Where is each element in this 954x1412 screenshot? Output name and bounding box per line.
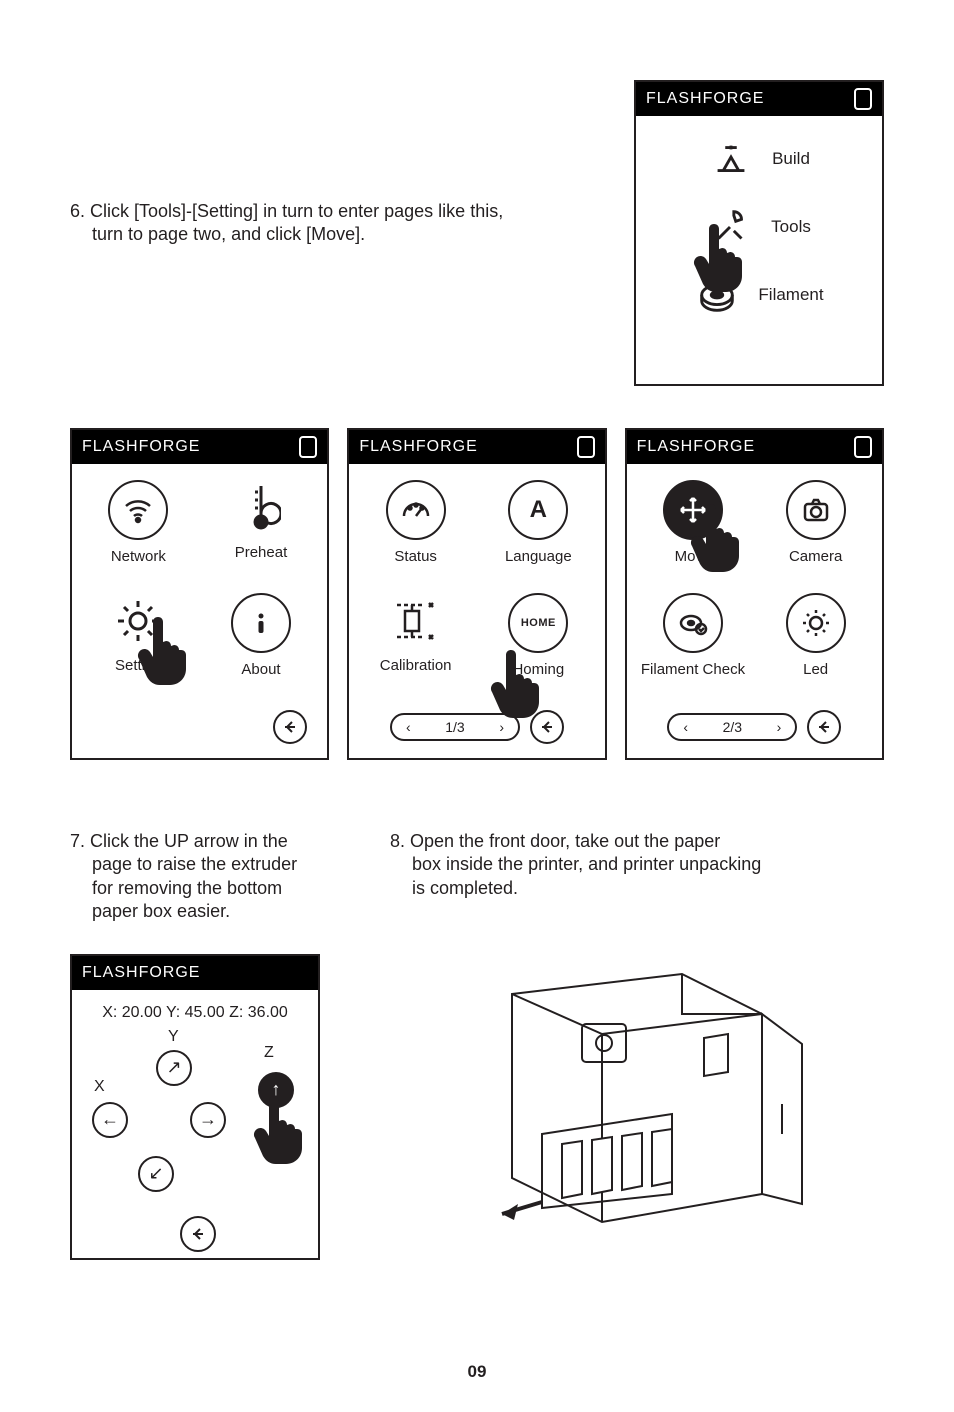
page-indicator[interactable]: ‹ 1/3 › [390, 713, 520, 741]
panel-settings-1: FLASHFORGE Status A Language [347, 428, 606, 760]
printer-illustration [380, 954, 884, 1234]
tools-network[interactable]: Network [108, 480, 168, 565]
x-minus-button[interactable]: ← [92, 1102, 128, 1138]
build-label: Build [772, 149, 810, 169]
tools-about[interactable]: About [231, 593, 291, 678]
panel-header: FLASHFORGE [627, 430, 882, 464]
step7-l4: paper box easier. [70, 900, 350, 923]
y-minus-button[interactable]: ↙ [138, 1156, 174, 1192]
panel-header: FLASHFORGE [72, 956, 318, 990]
language-label: Language [505, 548, 572, 565]
settings-calibration[interactable]: Calibration [380, 593, 452, 678]
step8-l1: 8. Open the front door, take out the pap… [390, 830, 884, 853]
menu-build[interactable]: Build [646, 136, 872, 182]
build-icon [708, 136, 754, 182]
homing-label: Homing [512, 661, 564, 678]
move-label: Move [675, 548, 712, 565]
chevron-left-icon: ‹ [683, 719, 688, 735]
filament-check-label: Filament Check [641, 661, 745, 678]
status-icon [854, 436, 872, 458]
settings-move[interactable]: Move [663, 480, 723, 565]
calibration-icon [388, 593, 444, 649]
filament-label: Filament [758, 285, 823, 305]
panel-header: FLASHFORGE [636, 82, 882, 116]
status-icon [854, 88, 872, 110]
network-label: Network [111, 548, 166, 565]
brand-logo: FLASHFORGE [646, 90, 764, 108]
gauge-icon [386, 480, 446, 540]
step6-text: 6. Click [Tools]-[Setting] in turn to en… [70, 80, 610, 245]
settings-led[interactable]: Led [786, 593, 846, 678]
axis-y-label: Y [168, 1028, 179, 1046]
status-icon [299, 436, 317, 458]
panel-settings-2: FLASHFORGE Move Camera Fi [625, 428, 884, 760]
menu-tools[interactable]: Tools [646, 204, 872, 250]
back-button[interactable] [273, 710, 307, 744]
chevron-right-icon: › [499, 719, 504, 735]
panel-mainmenu: FLASHFORGE Build Tools [634, 80, 884, 386]
brand-logo: FLASHFORGE [82, 438, 200, 456]
z-up-button[interactable]: ↑ [258, 1072, 294, 1108]
chevron-left-icon: ‹ [406, 719, 411, 735]
panel-tools: FLASHFORGE Network Preheat Setting [70, 428, 329, 760]
gear-icon [110, 593, 166, 649]
panel-header: FLASHFORGE [349, 430, 604, 464]
step7-l3: for removing the bottom [70, 877, 350, 900]
setting-label: Setting [115, 657, 162, 674]
page-number-label: 1/3 [445, 719, 464, 735]
axis-z-label: Z [264, 1044, 274, 1062]
page-number: 09 [0, 1362, 954, 1382]
page-number-label: 2/3 [723, 719, 742, 735]
settings-language[interactable]: A Language [505, 480, 572, 565]
step7-l1: 7. Click the UP arrow in the [70, 830, 350, 853]
calibration-label: Calibration [380, 657, 452, 674]
tools-label: Tools [771, 217, 811, 237]
y-plus-button[interactable]: ↗ [156, 1050, 192, 1086]
home-icon: HOME [508, 593, 568, 653]
settings-homing[interactable]: HOME Homing [508, 593, 568, 678]
language-icon: A [508, 480, 568, 540]
tools-setting[interactable]: Setting [110, 593, 166, 678]
settings-status[interactable]: Status [386, 480, 446, 565]
step6-line1: 6. Click [Tools]-[Setting] in turn to en… [70, 200, 610, 223]
wifi-icon [108, 480, 168, 540]
back-button[interactable] [180, 1216, 216, 1252]
camera-icon [786, 480, 846, 540]
step8-l2: box inside the printer, and printer unpa… [390, 853, 884, 876]
status-label: Status [394, 548, 437, 565]
step8-text: 8. Open the front door, take out the pap… [390, 830, 884, 924]
step6-line2: turn to page two, and click [Move]. [70, 223, 610, 246]
preheat-label: Preheat [235, 544, 288, 561]
bulb-icon [786, 593, 846, 653]
status-icon [577, 436, 595, 458]
camera-label: Camera [789, 548, 842, 565]
spool-check-icon [663, 593, 723, 653]
about-label: About [241, 661, 280, 678]
move-icon [663, 480, 723, 540]
panel-header: FLASHFORGE [72, 430, 327, 464]
tools-preheat[interactable]: Preheat [233, 480, 289, 565]
brand-logo: FLASHFORGE [359, 438, 477, 456]
thermometer-icon [233, 480, 289, 536]
chevron-right-icon: › [777, 719, 782, 735]
brand-logo: FLASHFORGE [82, 964, 200, 982]
axis-x-label: X [94, 1078, 105, 1096]
brand-logo: FLASHFORGE [637, 438, 755, 456]
step7-l2: page to raise the extruder [70, 853, 350, 876]
x-plus-button[interactable]: → [190, 1102, 226, 1138]
menu-filament[interactable]: Filament [646, 272, 872, 318]
back-button[interactable] [530, 710, 564, 744]
back-button[interactable] [807, 710, 841, 744]
settings-camera[interactable]: Camera [786, 480, 846, 565]
step7-text: 7. Click the UP arrow in the page to rai… [70, 830, 350, 924]
filament-icon [694, 272, 740, 318]
step8-l3: is completed. [390, 877, 884, 900]
info-icon [231, 593, 291, 653]
page-indicator[interactable]: ‹ 2/3 › [667, 713, 797, 741]
tools-icon [707, 204, 753, 250]
panel-move: FLASHFORGE X: 20.00 Y: 45.00 Z: 36.00 Y … [70, 954, 320, 1260]
settings-filament-check[interactable]: Filament Check [641, 593, 745, 678]
coordinate-readout: X: 20.00 Y: 45.00 Z: 36.00 [72, 1004, 318, 1022]
led-label: Led [803, 661, 828, 678]
